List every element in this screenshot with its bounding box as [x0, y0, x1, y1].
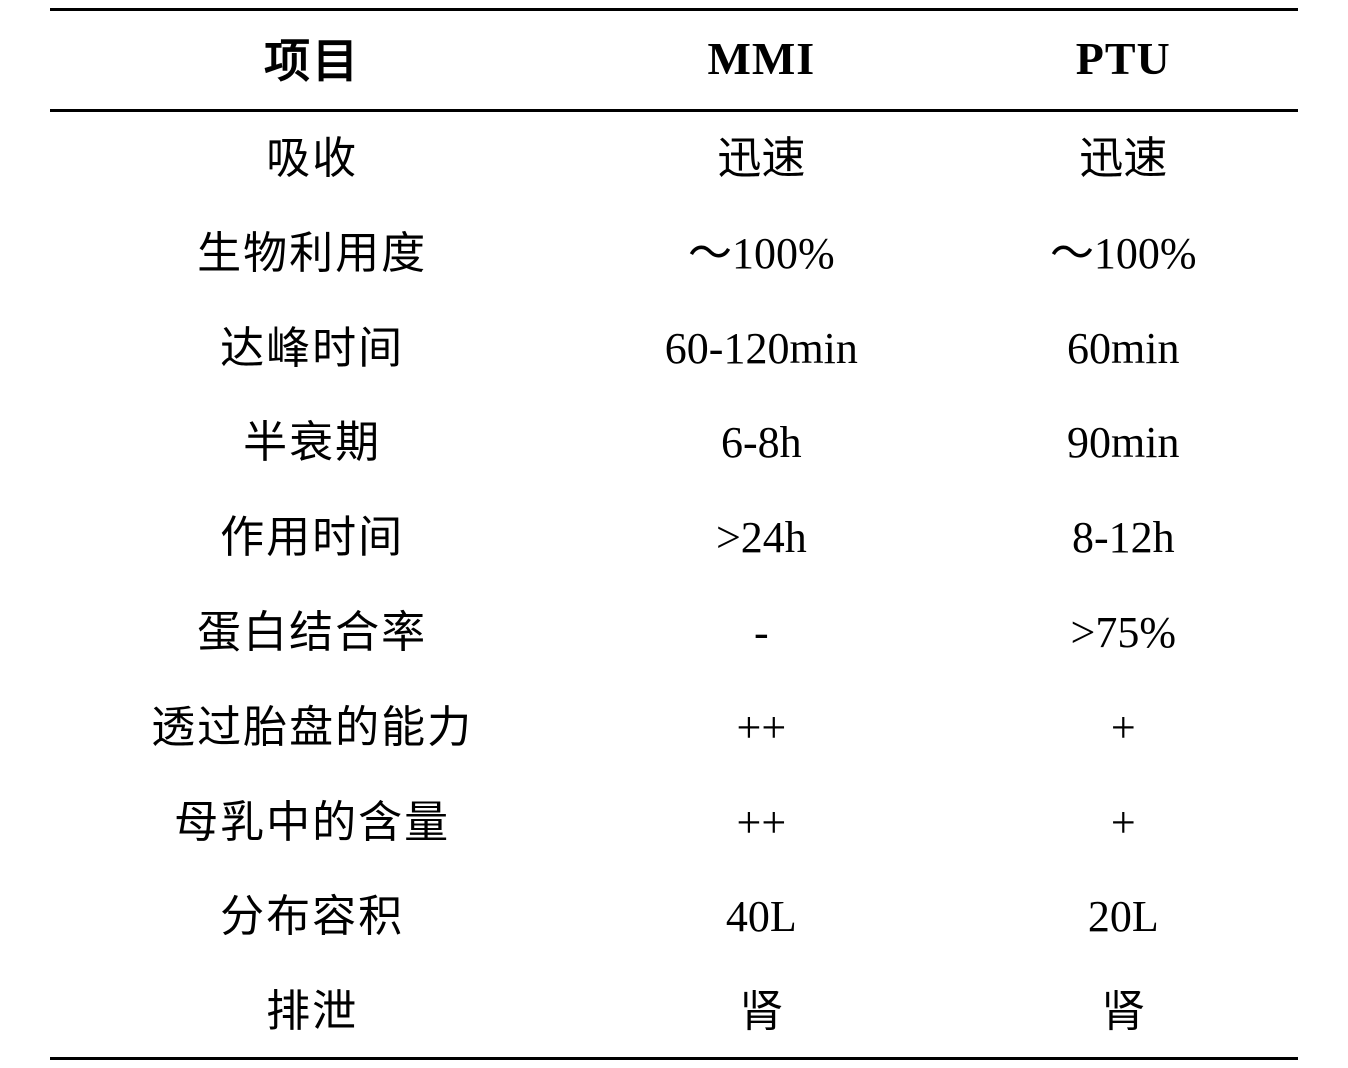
header-ptu: PTU: [949, 10, 1298, 111]
cell-item-text: 半衰期: [243, 418, 381, 467]
cell-ptu: 90min: [949, 396, 1298, 491]
cell-ptu: +: [949, 681, 1298, 776]
cell-ptu: 20L: [949, 870, 1298, 965]
cell-item-text: 分布容积: [220, 892, 404, 941]
cell-item: 透过胎盘的能力: [50, 681, 574, 776]
cell-item: 蛋白结合率: [50, 586, 574, 681]
cell-item: 吸收: [50, 111, 574, 207]
table-row: 母乳中的含量 ++ +: [50, 776, 1298, 871]
cell-mmi: 6-8h: [574, 396, 948, 491]
cell-item: 生物利用度: [50, 207, 574, 302]
table-row: 半衰期 6-8h 90min: [50, 396, 1298, 491]
table-container: 项目 MMI PTU 吸收 迅速 迅速 生物利用度 ～100% ～100% 达峰…: [0, 0, 1348, 1068]
header-mmi: MMI: [574, 10, 948, 111]
cell-mmi: 60-120min: [574, 302, 948, 397]
cell-ptu: ～100%: [949, 207, 1298, 302]
cell-mmi: ++: [574, 681, 948, 776]
table-row: 达峰时间 60-120min 60min: [50, 302, 1298, 397]
cell-ptu: 肾: [949, 965, 1298, 1058]
cell-mmi: >24h: [574, 491, 948, 586]
cell-item-text: 母乳中的含量: [174, 798, 450, 847]
cell-item-text: 透过胎盘的能力: [151, 703, 473, 752]
table-row: 作用时间 >24h 8-12h: [50, 491, 1298, 586]
cell-item-text: 作用时间: [220, 513, 404, 562]
cell-ptu: +: [949, 776, 1298, 871]
cell-item: 母乳中的含量: [50, 776, 574, 871]
cell-item: 达峰时间: [50, 302, 574, 397]
comparison-table: 项目 MMI PTU 吸收 迅速 迅速 生物利用度 ～100% ～100% 达峰…: [50, 8, 1298, 1060]
cell-mmi: 40L: [574, 870, 948, 965]
cell-item: 作用时间: [50, 491, 574, 586]
cell-item: 半衰期: [50, 396, 574, 491]
header-item: 项目: [50, 10, 574, 111]
cell-ptu: 60min: [949, 302, 1298, 397]
cell-item-text: 排泄: [266, 987, 358, 1036]
cell-item-text: 吸收: [266, 134, 358, 183]
cell-item-text: 蛋白结合率: [197, 608, 427, 657]
cell-mmi: 迅速: [574, 111, 948, 207]
table-row: 吸收 迅速 迅速: [50, 111, 1298, 207]
table-row: 排泄 肾 肾: [50, 965, 1298, 1058]
cell-mmi: ++: [574, 776, 948, 871]
cell-item-text: 达峰时间: [220, 324, 404, 373]
cell-ptu: 8-12h: [949, 491, 1298, 586]
cell-item: 分布容积: [50, 870, 574, 965]
header-item-label: 项目: [264, 36, 360, 87]
table-row: 透过胎盘的能力 ++ +: [50, 681, 1298, 776]
table-row: 蛋白结合率 - >75%: [50, 586, 1298, 681]
cell-item: 排泄: [50, 965, 574, 1058]
cell-ptu: >75%: [949, 586, 1298, 681]
cell-item-text: 生物利用度: [197, 229, 427, 278]
table-row: 生物利用度 ～100% ～100%: [50, 207, 1298, 302]
cell-mmi: 肾: [574, 965, 948, 1058]
cell-mmi: ～100%: [574, 207, 948, 302]
cell-ptu: 迅速: [949, 111, 1298, 207]
table-header-row: 项目 MMI PTU: [50, 10, 1298, 111]
cell-mmi: -: [574, 586, 948, 681]
table-row: 分布容积 40L 20L: [50, 870, 1298, 965]
